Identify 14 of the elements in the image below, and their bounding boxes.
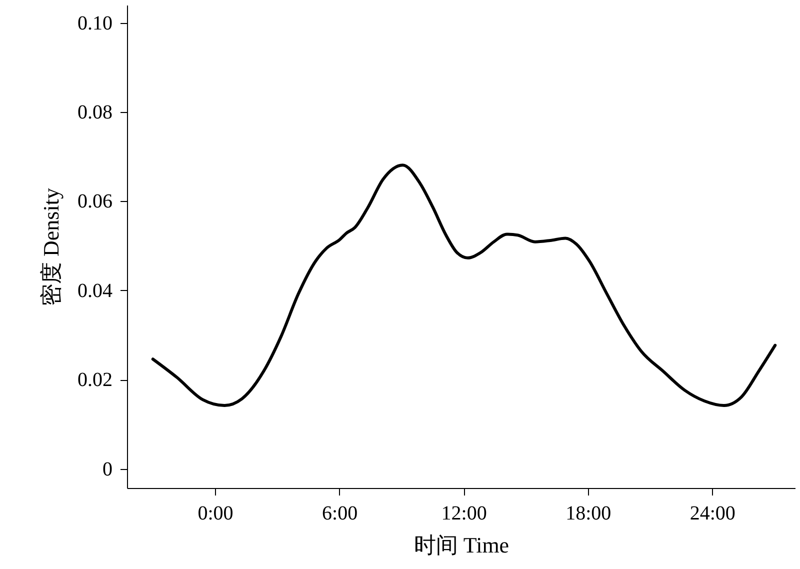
y-tick-label: 0 <box>102 458 112 480</box>
x-tick-label: 6:00 <box>322 502 358 524</box>
y-tick-label: 0.06 <box>78 190 112 213</box>
y-tick-label: 0.08 <box>78 102 112 124</box>
y-tick-label: 0.04 <box>78 280 112 302</box>
y-tick-label: 0.02 <box>78 369 112 392</box>
x-tick-label: 0:00 <box>198 502 234 524</box>
x-tick-label: 24:00 <box>690 502 736 524</box>
line-series <box>151 164 777 407</box>
x-tick-label: 18:00 <box>566 502 612 524</box>
y-axis-title: 密度 Density <box>38 188 64 306</box>
y-tick-label: 0.10 <box>78 12 112 34</box>
x-axis-title: 时间 Time <box>414 532 510 558</box>
x-tick-label: 12:00 <box>441 502 487 524</box>
